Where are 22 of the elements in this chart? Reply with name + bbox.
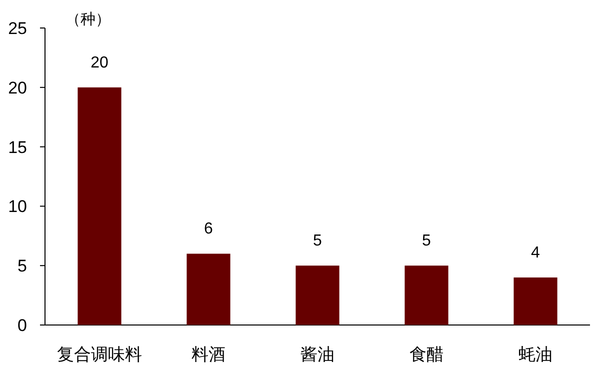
y-tick-label: 15 — [8, 138, 27, 157]
bar — [78, 87, 122, 325]
y-tick-label: 25 — [8, 19, 27, 38]
x-tick-label: 蚝油 — [518, 345, 552, 364]
x-tick-label: 酱油 — [300, 345, 334, 364]
y-tick-label: 20 — [8, 78, 27, 98]
bar — [296, 266, 340, 325]
data-label: 5 — [422, 232, 432, 250]
bar — [404, 266, 448, 325]
y-tick-label: 0 — [18, 316, 27, 335]
data-label: 20 — [90, 54, 108, 72]
y-tick-label: 10 — [8, 197, 27, 216]
data-label: 6 — [204, 220, 214, 238]
x-tick-label: 复合调味料 — [57, 345, 142, 364]
y-axis-title: （种） — [66, 11, 110, 28]
data-label: 5 — [313, 232, 322, 250]
x-tick-label: 食醋 — [410, 345, 444, 364]
bar — [186, 254, 230, 325]
data-label: 4 — [531, 244, 540, 262]
bar — [514, 277, 558, 325]
y-tick-label: 5 — [18, 256, 27, 276]
x-tick-label: 料酒 — [192, 345, 226, 364]
